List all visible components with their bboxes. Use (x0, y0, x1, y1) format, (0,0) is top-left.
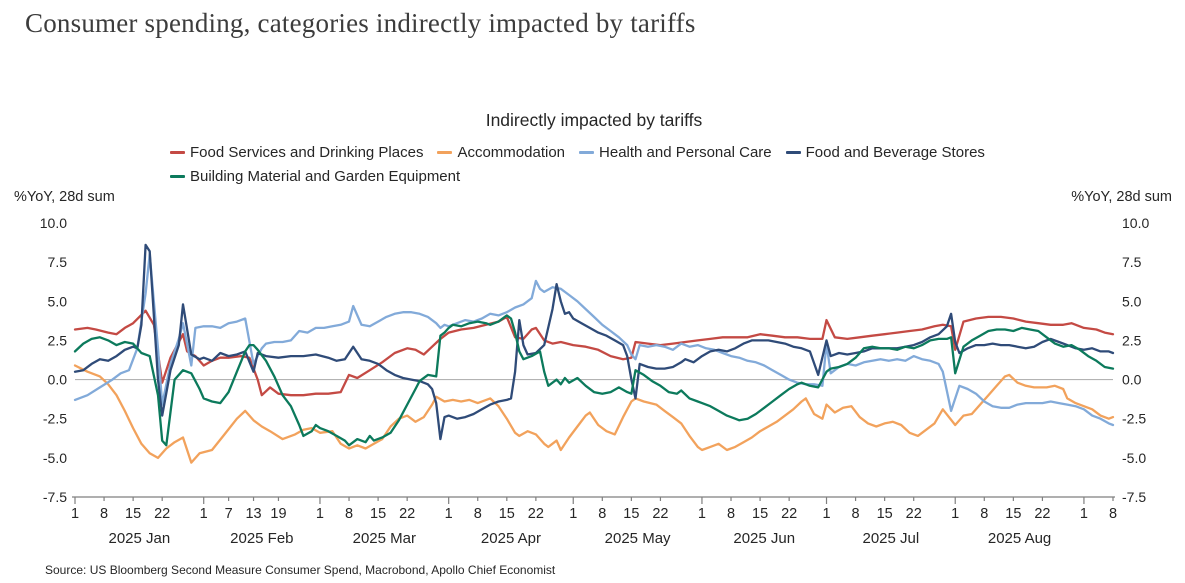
x-tick-label: 15 (1005, 506, 1021, 522)
x-month-label: 2025 Jan (108, 530, 170, 547)
legend-item-food-and-beverage-stores: Food and Beverage Stores (785, 144, 985, 161)
x-tick-label: 1 (698, 506, 706, 522)
legend-item-building-material-and-garden-equipment: Building Material and Garden Equipment (170, 168, 460, 185)
x-tick-label: 22 (154, 506, 170, 522)
legend-row-1: Food Services and Drinking Places Accommo… (170, 144, 985, 161)
y-tick-label-right: -2.5 (1122, 411, 1146, 427)
x-tick-label: 15 (125, 506, 141, 522)
legend-swatch-accommodation (437, 151, 453, 154)
x-month-label: 2025 May (605, 530, 671, 547)
legend-swatch-building-material-and-garden-equipment (170, 175, 185, 178)
x-tick-label: 15 (752, 506, 768, 522)
x-tick-label: 8 (852, 506, 860, 522)
y-tick-label-right: -5.0 (1122, 450, 1146, 466)
x-tick-label: 22 (528, 506, 544, 522)
y-axis-caption-left: %YoY, 28d sum (14, 189, 115, 205)
x-tick-label: 22 (652, 506, 668, 522)
x-tick-label: 8 (345, 506, 353, 522)
y-tick-label-right: 7.5 (1122, 254, 1142, 270)
legend-label: Health and Personal Care (599, 144, 772, 161)
x-month-label: 2025 Aug (988, 530, 1051, 547)
y-tick-label-left: -5.0 (43, 450, 67, 466)
x-tick-label: 8 (980, 506, 988, 522)
legend-swatch-health-and-personal-care (579, 151, 595, 154)
legend-swatch-food-and-beverage-stores (785, 151, 801, 154)
page-title: Consumer spending, categories indirectly… (25, 8, 696, 38)
x-tick-label: 8 (598, 506, 606, 522)
y-tick-label-right: 2.5 (1122, 332, 1142, 348)
y-tick-label-left: -7.5 (43, 489, 67, 505)
x-tick-label: 8 (727, 506, 735, 522)
x-tick-label: 15 (499, 506, 515, 522)
series-line-building-material-and-garden-equipment (73, 314, 1115, 447)
y-tick-label-right: -7.5 (1122, 489, 1146, 505)
y-tick-label-left: -2.5 (43, 411, 67, 427)
x-tick-label: 22 (906, 506, 922, 522)
x-tick-label: 7 (225, 506, 233, 522)
series-line-accommodation (73, 364, 1115, 464)
series-line-food-and-beverage-stores (73, 243, 1115, 441)
y-tick-label-left: 5.0 (48, 293, 68, 309)
legend-label: Accommodation (457, 144, 566, 161)
x-tick-label: 1 (951, 506, 959, 522)
legend-label: Food Services and Drinking Places (190, 144, 424, 161)
x-tick-label: 22 (399, 506, 415, 522)
x-tick-label: 15 (877, 506, 893, 522)
legend-label: Food and Beverage Stores (805, 144, 985, 161)
x-month-label: 2025 Apr (481, 530, 541, 547)
legend-swatch-food-services-and-drinking-places (170, 151, 185, 154)
legend-label: Building Material and Garden Equipment (190, 168, 461, 185)
x-tick-label: 1 (1080, 506, 1088, 522)
x-tick-label: 8 (1109, 506, 1117, 522)
y-axis-caption-right: %YoY, 28d sum (1071, 189, 1172, 205)
legend-row-2: Building Material and Garden Equipment (170, 168, 460, 185)
chart-title: Indirectly impacted by tariffs (485, 110, 703, 130)
y-tick-label-left: 2.5 (48, 332, 68, 348)
x-tick-label: 1 (822, 506, 830, 522)
x-tick-label: 22 (781, 506, 797, 522)
y-tick-label-left: 10.0 (40, 215, 67, 231)
x-month-label: 2025 Feb (230, 530, 293, 547)
x-tick-label: 13 (245, 506, 261, 522)
y-tick-label-left: 7.5 (48, 254, 68, 270)
x-tick-label: 1 (569, 506, 577, 522)
y-tick-label-right: 0.0 (1122, 372, 1142, 388)
legend-item-health-and-personal-care: Health and Personal Care (579, 144, 772, 161)
series-line-food-services-and-drinking-places (73, 309, 1115, 397)
x-month-label: 2025 Jun (733, 530, 795, 547)
source-attribution: Source: US Bloomberg Second Measure Cons… (45, 563, 556, 577)
x-tick-label: 15 (623, 506, 639, 522)
y-tick-label-right: 10.0 (1122, 215, 1149, 231)
x-tick-label: 8 (100, 506, 108, 522)
x-tick-label: 1 (71, 506, 79, 522)
x-tick-label: 22 (1034, 506, 1050, 522)
y-tick-label-left: 0.0 (48, 372, 68, 388)
x-month-label: 2025 Mar (353, 530, 416, 547)
x-tick-label: 1 (316, 506, 324, 522)
x-tick-label: 1 (200, 506, 208, 522)
x-tick-label: 8 (474, 506, 482, 522)
x-month-label: 2025 Jul (863, 530, 920, 547)
y-tick-label-right: 5.0 (1122, 293, 1142, 309)
legend-item-accommodation: Accommodation (437, 144, 565, 161)
x-tick-label: 1 (445, 506, 453, 522)
legend-item-food-services-and-drinking-places: Food Services and Drinking Places (170, 144, 423, 161)
x-tick-label: 15 (370, 506, 386, 522)
x-tick-label: 19 (270, 506, 286, 522)
